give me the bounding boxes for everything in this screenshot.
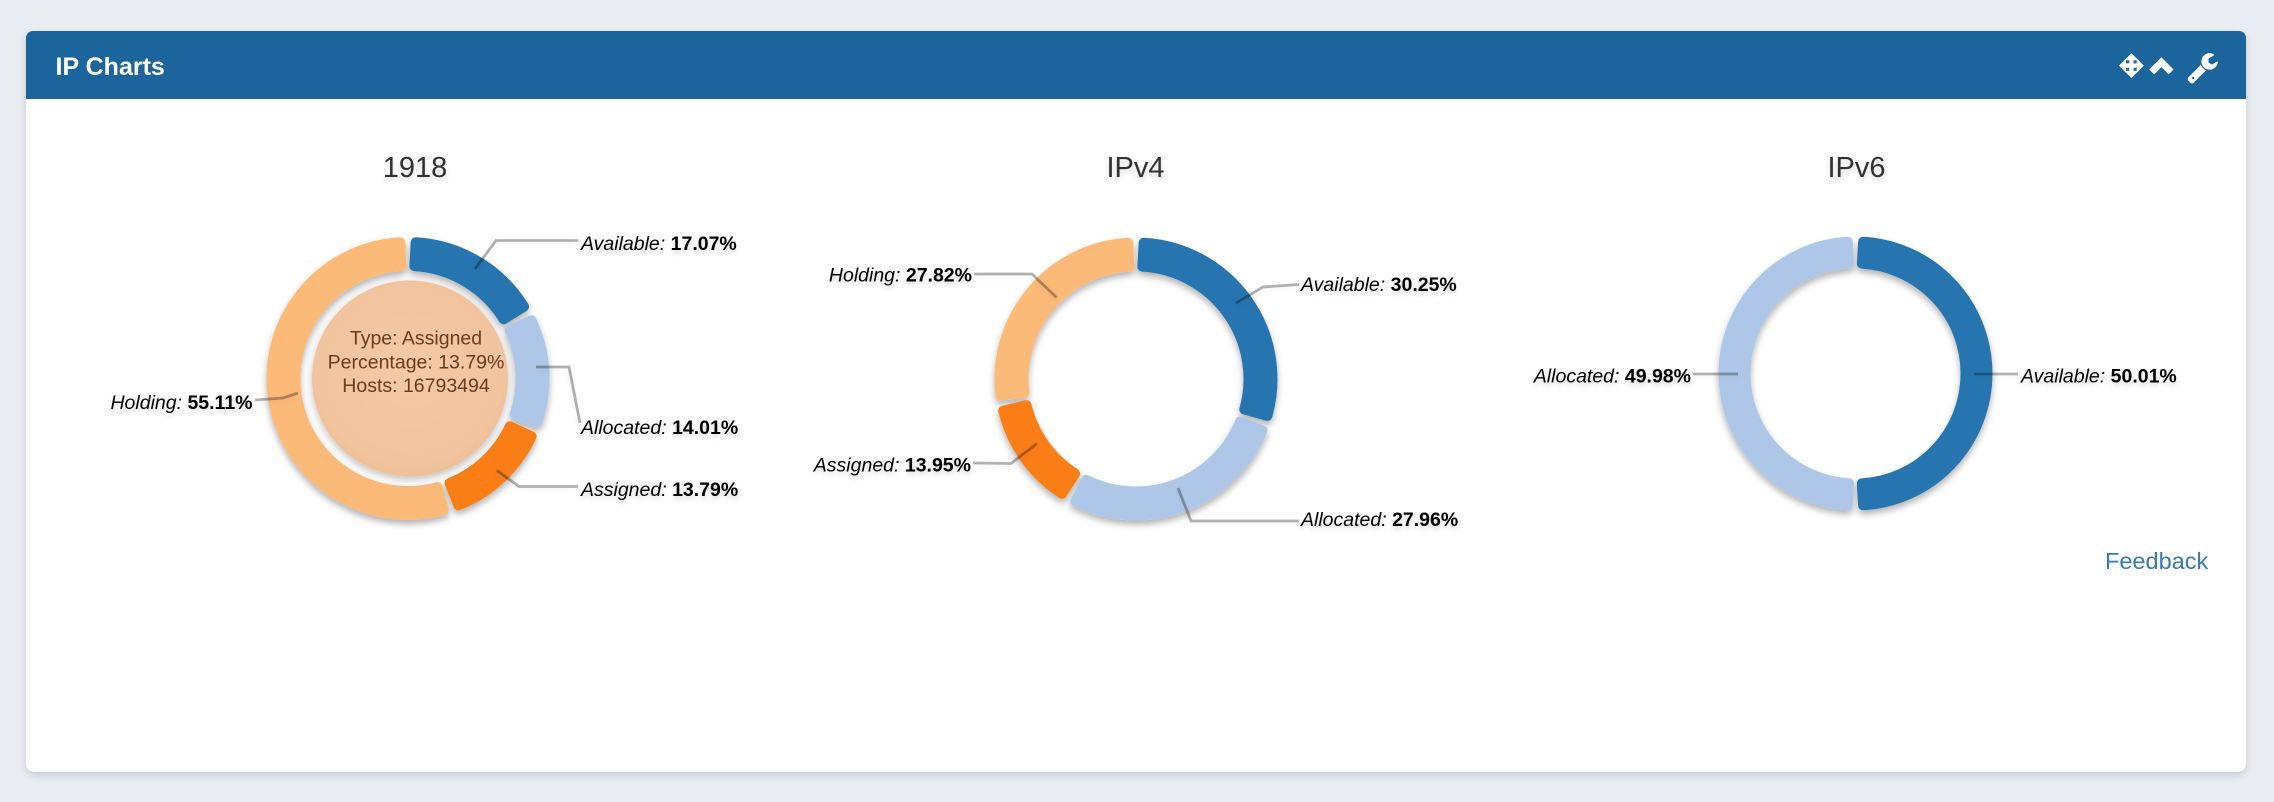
svg-text:Hosts: 16793494: Hosts: 16793494 [342, 375, 490, 397]
svg-text:Allocated: 49.98%: Allocated: 49.98% [1533, 366, 1691, 388]
svg-text:Available: 50.01%: Available: 50.01% [2020, 366, 2177, 388]
svg-text:Assigned: 13.79%: Assigned: 13.79% [580, 479, 738, 501]
svg-text:IPv6: IPv6 [1827, 152, 1885, 184]
svg-text:Allocated: 27.96%: Allocated: 27.96% [1300, 509, 1458, 531]
svg-text:Holding: 27.82%: Holding: 27.82% [829, 265, 972, 287]
svg-text:Assigned: 13.95%: Assigned: 13.95% [813, 455, 971, 477]
svg-text:Percentage: 13.79%: Percentage: 13.79% [328, 351, 505, 373]
svg-text:Available: 17.07%: Available: 17.07% [580, 233, 737, 255]
svg-text:Available: 30.25%: Available: 30.25% [1300, 274, 1457, 296]
svg-text:1918: 1918 [383, 152, 448, 184]
svg-text:Holding: 55.11%: Holding: 55.11% [110, 392, 252, 414]
svg-text:Type: Assigned: Type: Assigned [350, 328, 482, 350]
svg-text:Feedback: Feedback [2105, 548, 2208, 574]
svg-text:IPv4: IPv4 [1106, 152, 1164, 184]
svg-text:IP Charts: IP Charts [56, 53, 165, 81]
svg-text:Allocated: 14.01%: Allocated: 14.01% [580, 417, 738, 439]
